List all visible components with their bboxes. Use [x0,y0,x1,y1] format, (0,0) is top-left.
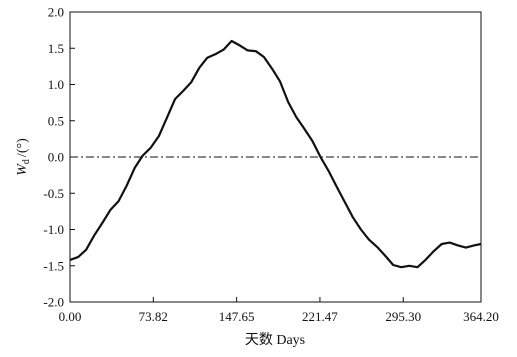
x-tick-label: 0.00 [59,309,82,324]
svg-text:Wd/(°): Wd /(°) [15,138,32,176]
x-tick-label: 221.47 [302,309,338,324]
y-axis-ticks: -2.0 -1.5 -1.0 -0.5 0.0 0.5 1.0 1.5 2.0 [43,5,75,310]
y-axis-title-unit: /(°) [15,138,30,157]
x-tick-label: 364.20 [463,309,499,324]
y-tick-label: -2.0 [43,295,64,310]
plot-frame [69,11,482,303]
x-tick-label: 73.82 [139,309,168,324]
y-tick-label: -1.0 [43,222,64,237]
y-tick-label: 0.5 [48,113,64,128]
x-tick-label: 147.65 [219,309,255,324]
y-axis-title-subscript: d [21,159,32,164]
y-tick-label: 2.0 [48,5,64,20]
y-tick-label: 1.5 [48,41,64,56]
y-tick-label: 1.0 [48,77,64,92]
y-axis-title: Wd /(°) [15,138,32,176]
series-line [69,39,482,269]
y-axis-title-symbol: W [15,163,30,176]
x-axis-title: 天数 Days [245,332,305,348]
y-tick-label: 0.0 [48,150,64,165]
y-tick-label: -1.5 [43,258,64,273]
y-tick-label: -0.5 [43,186,64,201]
x-axis-ticks: 0.00 73.82 147.65 221.47 295.30 364.20 [59,297,499,324]
x-tick-label: 295.30 [385,309,421,324]
